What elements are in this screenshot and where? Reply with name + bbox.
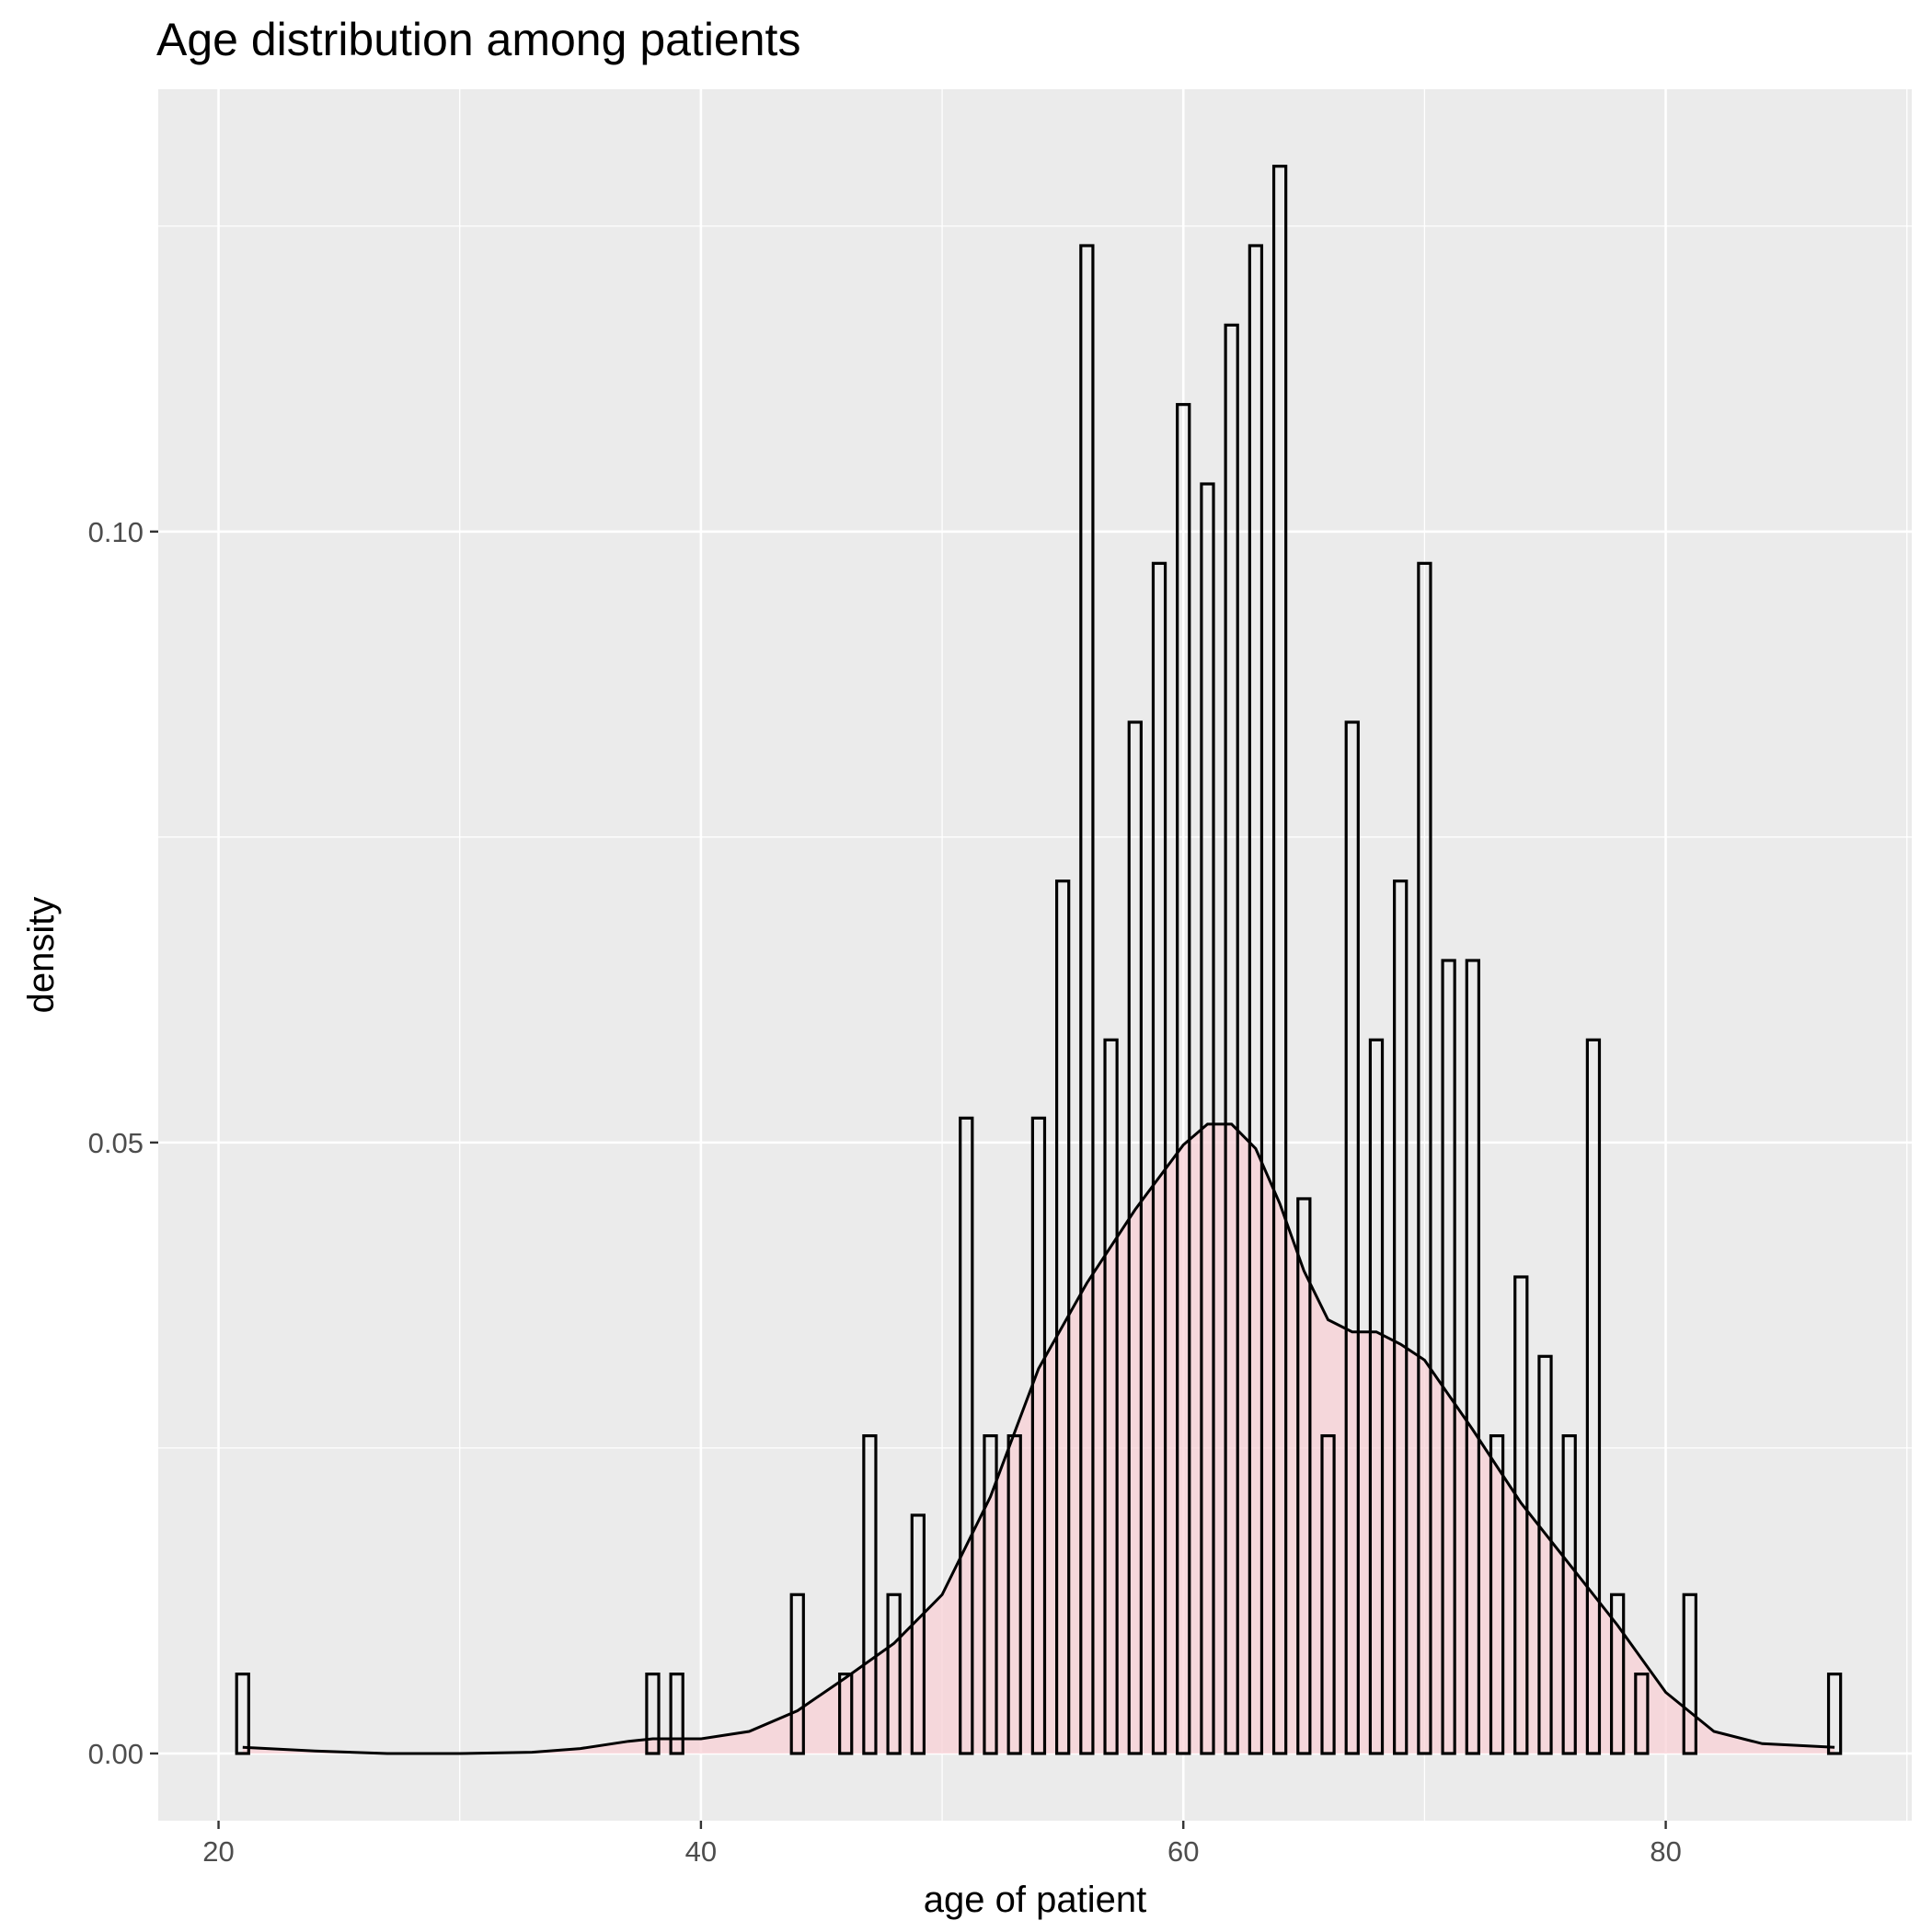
histogram-bar-age-71 bbox=[1441, 959, 1456, 1755]
histogram-bar-age-81 bbox=[1682, 1593, 1697, 1755]
histogram-bar-age-39 bbox=[669, 1673, 684, 1755]
histogram-bar-age-46 bbox=[838, 1673, 854, 1755]
histogram-bar-age-69 bbox=[1393, 880, 1409, 1755]
histogram-bar-age-59 bbox=[1151, 561, 1167, 1755]
histogram-bar-age-87 bbox=[1826, 1673, 1843, 1755]
histogram-bar-age-51 bbox=[959, 1116, 974, 1755]
x-tick-label: 80 bbox=[1650, 1835, 1681, 1868]
histogram-bar-age-60 bbox=[1176, 403, 1191, 1755]
histogram-bar-age-75 bbox=[1537, 1354, 1553, 1755]
histogram-bar-age-49 bbox=[910, 1513, 926, 1755]
histogram-bar-age-67 bbox=[1344, 720, 1360, 1755]
minor-gridlines bbox=[158, 89, 1912, 1821]
y-tick-label: 0.10 bbox=[88, 516, 144, 548]
histogram-bar-age-63 bbox=[1248, 244, 1264, 1755]
histogram-bar-age-74 bbox=[1513, 1275, 1529, 1755]
histogram-bar-age-44 bbox=[789, 1593, 805, 1755]
chart-title: Age distribution among patients bbox=[156, 14, 800, 65]
histogram-bar-age-64 bbox=[1271, 165, 1288, 1755]
x-tick-label: 60 bbox=[1167, 1835, 1199, 1868]
density-area bbox=[242, 1123, 1835, 1754]
histogram-bar-age-57 bbox=[1103, 1038, 1119, 1755]
histogram-bar-age-79 bbox=[1634, 1673, 1650, 1755]
histogram-bar-age-54 bbox=[1030, 1116, 1047, 1755]
histogram-bar-age-65 bbox=[1296, 1197, 1312, 1755]
y-axis: 0.00 0.05 0.10 bbox=[88, 516, 158, 1770]
histogram-bar-age-72 bbox=[1465, 959, 1480, 1755]
histogram-bar-age-73 bbox=[1489, 1434, 1505, 1755]
y-axis-title: density bbox=[21, 897, 62, 1014]
histogram-bar-age-62 bbox=[1224, 323, 1239, 1755]
density-curve bbox=[242, 1122, 1835, 1755]
histogram-bar-age-76 bbox=[1561, 1434, 1577, 1755]
x-tick-label: 20 bbox=[202, 1835, 234, 1868]
histogram-bar-age-78 bbox=[1609, 1593, 1626, 1755]
histogram-bar-age-77 bbox=[1585, 1038, 1602, 1755]
histogram-bar-age-48 bbox=[886, 1593, 902, 1755]
histogram-bar-age-58 bbox=[1127, 720, 1143, 1755]
histogram-bar-age-61 bbox=[1200, 482, 1215, 1755]
histogram-bar-age-70 bbox=[1417, 561, 1432, 1755]
histogram-bar-age-52 bbox=[983, 1434, 998, 1755]
histogram-bars bbox=[235, 165, 1843, 1755]
histogram-bar-age-21 bbox=[235, 1673, 250, 1755]
histogram-bar-age-56 bbox=[1079, 244, 1095, 1755]
histogram-bar-age-38 bbox=[645, 1673, 661, 1755]
histogram-bar-age-66 bbox=[1320, 1434, 1336, 1755]
histogram-bar-age-68 bbox=[1368, 1038, 1385, 1755]
x-axis: 20 40 60 80 bbox=[202, 1821, 1682, 1868]
y-tick-label: 0.00 bbox=[88, 1738, 144, 1770]
histogram-bar-age-47 bbox=[862, 1434, 878, 1755]
x-tick-label: 40 bbox=[685, 1835, 717, 1868]
x-axis-title: age of patient bbox=[924, 1880, 1146, 1920]
y-tick-label: 0.05 bbox=[88, 1127, 144, 1159]
